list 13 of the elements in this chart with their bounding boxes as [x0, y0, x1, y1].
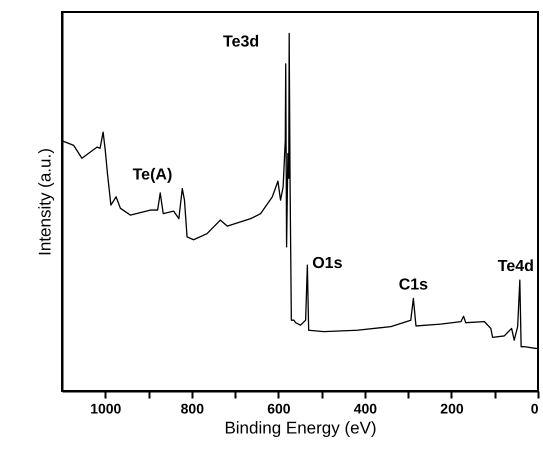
x-tick-label: 400	[354, 400, 378, 416]
y-axis-title: Intensity (a.u.)	[36, 148, 54, 256]
annotation: Te(A)	[132, 166, 172, 184]
x-tick-label: 800	[180, 400, 204, 416]
x-tick-label: 200	[440, 400, 464, 416]
annotation: Te4d	[498, 258, 534, 276]
annotation: O1s	[312, 255, 343, 272]
x-tick-label: 600	[267, 400, 291, 416]
x-axis-title: Binding Energy (eV)	[224, 418, 377, 438]
annotation: Te3d	[223, 33, 260, 50]
x-tick-label: 0	[530, 400, 539, 416]
annotation: C1s	[398, 276, 428, 294]
x-tick-label: 1000	[90, 400, 122, 416]
